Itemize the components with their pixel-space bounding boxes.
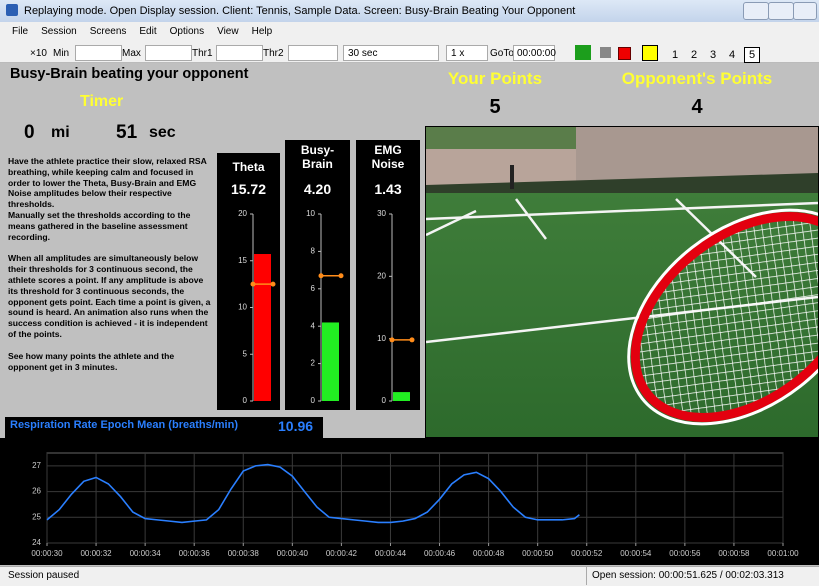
stop-button[interactable] xyxy=(600,47,611,58)
pause-button[interactable] xyxy=(642,45,658,61)
menu-item[interactable]: Session xyxy=(41,26,77,37)
minimize-button[interactable] xyxy=(743,2,769,20)
close-button[interactable] xyxy=(793,2,817,20)
instruction-paragraph: See how many points the athlete and the … xyxy=(8,350,175,372)
status-divider xyxy=(586,567,587,585)
gauge-title: Busy-Brain xyxy=(300,143,335,171)
zoom-label: ×10 xyxy=(30,48,47,59)
status-bar xyxy=(0,566,819,586)
instruction-paragraph: When all amplitudes are simultaneously b… xyxy=(8,253,211,339)
app-icon xyxy=(6,4,18,16)
window-title: Replaying mode. Open Display session. Cl… xyxy=(24,5,576,17)
opponent-points-label: Opponent's Points xyxy=(621,69,773,88)
duration-select[interactable]: 30 sec xyxy=(343,45,439,61)
instruction-paragraph: Have the athlete practice their slow, re… xyxy=(8,156,207,210)
gauge-panel: EMG Noise 1.43 xyxy=(356,140,420,410)
thr1-input[interactable] xyxy=(216,45,263,61)
goto-time: 00:00:00 xyxy=(517,48,556,59)
timer-seconds-unit: sec xyxy=(149,124,176,141)
menu-item[interactable]: Options xyxy=(169,26,205,37)
goto-input[interactable]: 00:00:00 xyxy=(513,45,556,61)
tennis-scene xyxy=(425,126,819,438)
maximize-button[interactable] xyxy=(768,2,794,20)
resp-current-value: 10.96 xyxy=(278,418,314,434)
goto-label: GoTo xyxy=(490,48,514,59)
gauge-title: EMG Noise xyxy=(371,143,405,171)
status-right: Open session: 00:00:51.625 / 00:02:03.31… xyxy=(592,570,784,581)
your-points-value: 5 xyxy=(489,96,501,118)
thr2-label: Thr2 xyxy=(263,48,284,59)
thr2-input[interactable] xyxy=(288,45,338,61)
menu-item[interactable]: Edit xyxy=(139,26,157,37)
gauge-value: 15.72 xyxy=(230,181,267,197)
screen-button[interactable]: 3 xyxy=(709,49,717,61)
menu-item[interactable]: Help xyxy=(251,26,273,37)
resp-title: Respiration Rate Epoch Mean (breaths/min… xyxy=(10,419,238,431)
screen-button[interactable]: 1 xyxy=(671,49,679,61)
timer-minutes: 0 xyxy=(24,122,35,143)
screen-title: Busy-Brain beating your opponent xyxy=(10,66,249,82)
menu-bar: File Session Screens Edit Options View Help xyxy=(12,26,285,37)
sync-button[interactable] xyxy=(575,45,591,60)
screen-button[interactable]: 5 xyxy=(744,47,760,63)
resp-header xyxy=(5,417,323,438)
gauge-title: Theta xyxy=(232,160,265,174)
menu-item[interactable]: Screens xyxy=(89,26,127,37)
opponent-points-value: 4 xyxy=(691,96,703,118)
instruction-paragraph: Manually set the thresholds according to… xyxy=(8,209,191,242)
resp-chart-bg xyxy=(0,438,819,565)
gauge-value: 4.20 xyxy=(303,181,332,197)
instructions: Have the athlete practice their slow, re… xyxy=(8,156,214,372)
status-left: Session paused xyxy=(8,570,80,581)
speed-value: 1 x xyxy=(451,48,465,59)
gauge-panel: Theta 15.72 xyxy=(217,153,280,410)
max-label: Max xyxy=(122,48,141,59)
min-input[interactable] xyxy=(75,45,122,61)
min-label: Min xyxy=(53,48,70,59)
gauge-panel: Busy-Brain 4.20 xyxy=(285,140,350,410)
menu-item[interactable]: File xyxy=(12,26,29,37)
timer-seconds: 51 xyxy=(116,122,138,143)
title-bar xyxy=(0,0,819,22)
your-points-label: Your Points xyxy=(447,69,543,88)
duration-value: 30 sec xyxy=(348,48,378,59)
record-button[interactable] xyxy=(618,47,631,60)
gauge-value: 1.43 xyxy=(374,181,402,197)
screen-button[interactable]: 2 xyxy=(690,49,698,61)
menu-item[interactable]: View xyxy=(217,26,239,37)
timer-label: Timer xyxy=(80,93,124,110)
speed-select[interactable]: 1 x xyxy=(446,45,488,61)
max-input[interactable] xyxy=(145,45,192,61)
thr1-label: Thr1 xyxy=(192,48,213,59)
screen-button[interactable]: 4 xyxy=(728,49,736,61)
timer-minutes-unit: mi xyxy=(51,124,70,141)
